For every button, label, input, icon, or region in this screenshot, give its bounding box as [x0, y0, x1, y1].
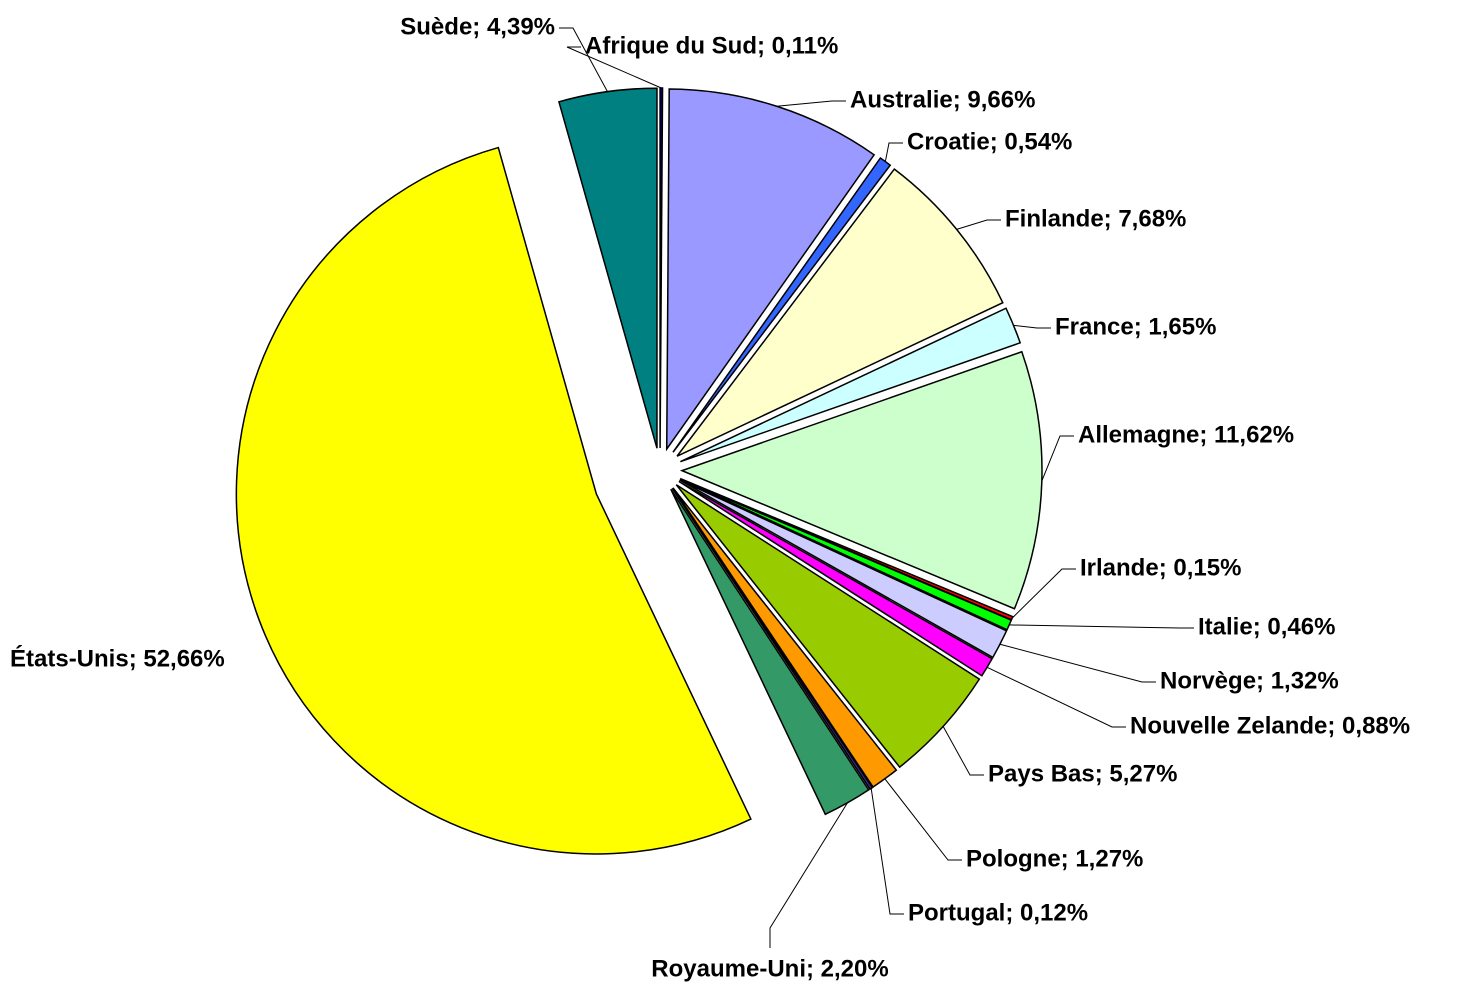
- pie-slice: [235, 146, 752, 855]
- pie-slice: [659, 87, 664, 449]
- data-label: Pologne; 1,27%: [966, 845, 1143, 872]
- data-label: Allemagne; 11,62%: [1078, 421, 1294, 448]
- pie-slice: [671, 487, 874, 791]
- data-label: Norvège; 1,32%: [1160, 667, 1339, 694]
- pie-slice: [679, 350, 1043, 610]
- leader-line: [769, 802, 848, 948]
- leader-line: [1013, 324, 1051, 329]
- data-label: Croatie; 0,54%: [907, 128, 1072, 155]
- leader-line: [870, 788, 904, 915]
- leader-line: [884, 142, 903, 162]
- pie-slice: [672, 487, 898, 789]
- leader-line: [884, 778, 962, 861]
- leader-line: [1009, 624, 1194, 629]
- data-label: Italie; 0,46%: [1198, 613, 1335, 640]
- leader-line: [559, 27, 608, 92]
- data-label: Pays Bas; 5,27%: [988, 760, 1177, 787]
- data-label: Nouvelle Zelande; 0,88%: [1130, 712, 1410, 739]
- data-label: Afrique du Sud; 0,11%: [585, 32, 838, 59]
- leader-line: [776, 100, 846, 107]
- data-label: États-Unis; 52,66%: [10, 644, 225, 672]
- leader-line: [566, 46, 662, 89]
- leader-line: [942, 726, 984, 776]
- leader-line: [956, 219, 1001, 230]
- pie-slice: [676, 168, 1004, 457]
- data-label: Suède; 4,39%: [400, 13, 555, 40]
- data-label: Portugal; 0,12%: [908, 899, 1088, 926]
- pie-slice: [665, 88, 876, 452]
- leader-line: [999, 643, 1156, 683]
- data-label: Irlande; 0,15%: [1080, 554, 1241, 581]
- leader-line: [1041, 435, 1074, 482]
- data-label: Australie; 9,66%: [850, 86, 1035, 113]
- data-label: Royaume-Uni; 2,20%: [651, 955, 888, 982]
- data-label: France; 1,65%: [1055, 313, 1216, 340]
- leader-line: [986, 666, 1126, 728]
- data-label: Finlande; 7,68%: [1005, 205, 1186, 232]
- pie-slice: [557, 87, 658, 449]
- leader-line: [1011, 568, 1076, 619]
